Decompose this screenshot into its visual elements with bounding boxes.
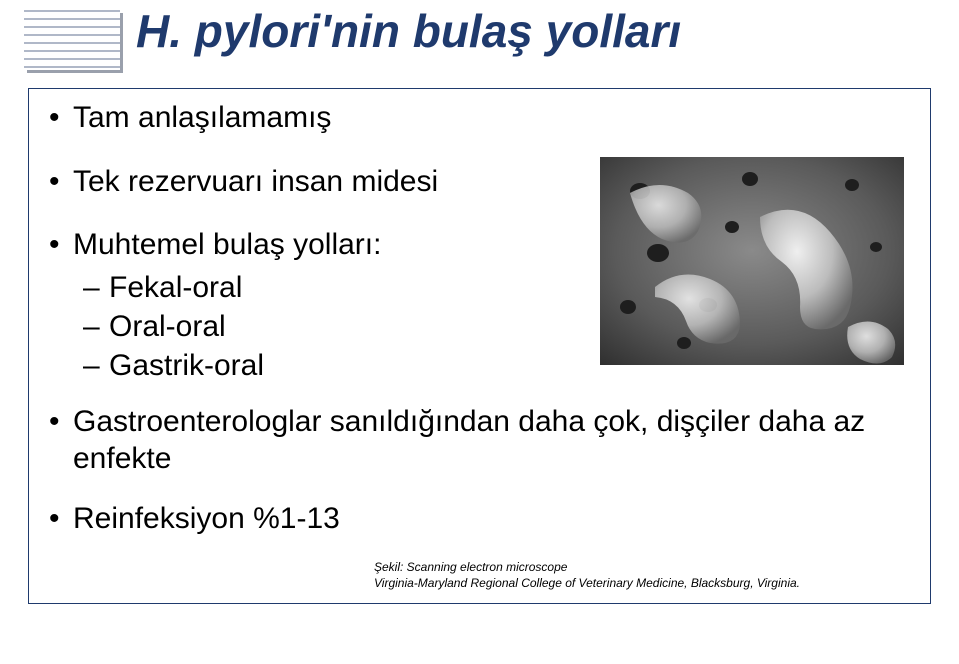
bullet-text: Reinfeksiyon %1-13: [73, 502, 340, 535]
sub-bullet-text: Oral-oral: [109, 310, 226, 343]
sem-image-icon: [600, 157, 904, 365]
slide: H. pylori'nin bulaş yolları Tam anlaşıla…: [0, 0, 959, 664]
title-row: H. pylori'nin bulaş yolları: [24, 0, 935, 70]
electron-microscope-image: [600, 157, 904, 365]
credit-line-2: Virginia-Maryland Regional College of Ve…: [374, 575, 894, 591]
sub-bullet-text: Gastrik-oral: [109, 349, 264, 382]
credit-line-1: Şekil: Scanning electron microscope: [374, 559, 894, 575]
grid-pattern-icon: [24, 10, 120, 70]
sub-bullet-text: Fekal-oral: [109, 271, 242, 304]
bullet-item: Tam anlaşılamamış: [45, 99, 914, 137]
slide-title: H. pylori'nin bulaş yolları: [136, 4, 681, 58]
bullet-item: Gastroenterologlar sanıldığından daha ço…: [45, 403, 914, 478]
bullet-text: Gastroenterologlar sanıldığından daha ço…: [73, 405, 865, 476]
bullet-text: Tek rezervuarı insan midesi: [73, 165, 438, 198]
image-credit: Şekil: Scanning electron microscope Virg…: [374, 559, 894, 591]
bullet-item: Reinfeksiyon %1-13: [45, 500, 914, 538]
bullet-text: Muhtemel bulaş yolları:: [73, 228, 381, 261]
content-box: Tam anlaşılamamış Tek rezervuarı insan m…: [28, 88, 931, 604]
bullet-text: Tam anlaşılamamış: [73, 101, 331, 134]
